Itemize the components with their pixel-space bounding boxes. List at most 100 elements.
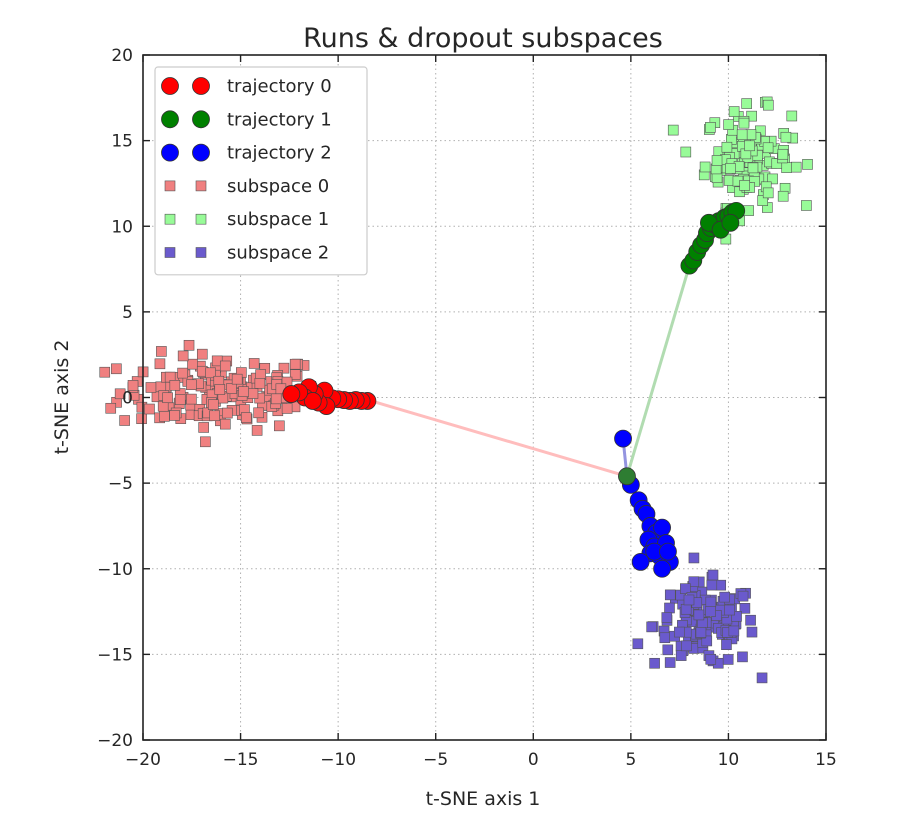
subspace-0-point <box>186 393 197 405</box>
subspace-0-point <box>119 415 130 426</box>
subspace-2-point <box>706 579 718 591</box>
legend-label: trajectory 0 <box>227 76 332 97</box>
trajectory-2-point <box>653 559 671 578</box>
trajectory-2-point <box>631 553 650 571</box>
subspace-2-point <box>739 603 751 614</box>
subspace-2-point <box>664 657 676 668</box>
subspace-0-point <box>169 410 180 421</box>
subspace-1-point <box>781 162 792 173</box>
subspace-points <box>99 96 813 684</box>
subspace-1-point <box>723 175 735 186</box>
trajectory-2-point <box>653 518 671 537</box>
subspace-0-point <box>111 363 122 375</box>
subspace-1-point <box>762 187 774 199</box>
subspace-2-point <box>721 639 732 650</box>
legend-marker <box>195 180 207 192</box>
subspace-2-point <box>705 596 717 608</box>
trajectory-0-point <box>282 385 301 403</box>
subspace-1-point <box>767 173 778 185</box>
subspace-0-point <box>177 367 188 379</box>
subspace-0-point <box>248 358 260 369</box>
subspace-1-point <box>728 106 740 117</box>
x-tick-label: 10 <box>718 750 740 770</box>
x-tick-label: −20 <box>125 750 161 770</box>
subspace-1-point <box>680 146 692 158</box>
subspace-0-point <box>196 348 208 360</box>
y-tick-label: 0 <box>122 389 133 409</box>
subspace-0-point <box>136 413 147 425</box>
subspace-0-point <box>220 418 231 430</box>
subspace-2-point <box>746 626 758 638</box>
axes: −20 −15 −10 −5 0 5 10 15 20 15 10 5 0 −5 −10 −15 −20 <box>97 46 837 770</box>
subspace-2-point <box>632 638 644 650</box>
subspace-1-point <box>762 99 774 111</box>
y-tick-label: 10 <box>111 217 133 237</box>
subspace-1-point <box>745 129 757 140</box>
subspace-0-point <box>114 388 126 400</box>
legend-marker <box>164 213 176 225</box>
subspace-2-point <box>664 589 676 601</box>
subspace-1-point <box>739 180 750 191</box>
subspace-1-point <box>721 141 733 153</box>
subspace-2-point <box>756 672 768 684</box>
subspace-0-point <box>183 339 195 351</box>
y-tick-label: −10 <box>97 560 133 580</box>
subspace-2-point <box>724 604 735 616</box>
subspace-2-point <box>705 606 716 617</box>
subspace-1-point <box>705 122 716 133</box>
subspace-0-point <box>198 422 209 433</box>
subspace-2-point <box>737 651 748 663</box>
y-tick-label: −5 <box>108 474 133 494</box>
subspace-0-point <box>289 358 301 370</box>
subspace-2-point <box>646 621 657 633</box>
subspace-0-point <box>253 407 264 419</box>
subspace-0-point <box>105 402 117 414</box>
subspace-0-point <box>200 436 211 448</box>
legend: trajectory 0 trajectory 1 trajectory 2 subs… <box>154 66 368 276</box>
subspace-2-point <box>680 603 692 615</box>
subspace-1-point <box>802 159 813 170</box>
subspace-2-point <box>688 576 700 587</box>
subspace-2-point <box>705 654 717 665</box>
legend-marker <box>192 77 210 95</box>
subspace-0-point <box>187 358 198 370</box>
trajectory-0-point <box>303 392 322 410</box>
y-tick-label: −20 <box>97 731 133 751</box>
subspace-0-point <box>205 367 216 379</box>
subspace-2-point <box>693 609 705 621</box>
legend-label: subspace 2 <box>227 243 329 264</box>
x-tick-label: 5 <box>625 750 636 770</box>
subspace-2-point <box>707 569 719 581</box>
trajectory-2-point <box>659 542 677 561</box>
subspace-1-point <box>801 200 812 211</box>
subspace-1-point <box>723 119 734 130</box>
legend-marker <box>192 110 210 129</box>
subspace-0-point <box>169 380 181 391</box>
subspace-1-point <box>786 110 798 122</box>
subspace-0-point <box>156 346 167 357</box>
subspace-1-point <box>790 161 802 173</box>
trajectory-1-point <box>721 213 740 232</box>
subspace-2-point <box>688 552 700 564</box>
subspace-2-point <box>731 611 742 622</box>
subspace-2-point <box>737 590 749 602</box>
legend-marker <box>192 143 210 162</box>
legend-label: subspace 0 <box>227 176 329 197</box>
legend-marker <box>161 143 179 162</box>
subspace-1-point <box>711 155 723 166</box>
x-tick-label: −5 <box>423 750 448 770</box>
subspace-1-point <box>699 161 711 173</box>
subspace-0-point <box>270 393 282 405</box>
start-point <box>618 467 636 486</box>
subspace-0-point <box>278 362 290 374</box>
subspace-0-point <box>281 403 293 414</box>
subspace-1-point <box>741 98 752 109</box>
subspace-1-point <box>736 129 748 141</box>
subspace-2-point <box>675 650 687 661</box>
x-axis-label: t-SNE axis 1 <box>426 788 541 810</box>
y-tick-label: 5 <box>122 303 133 323</box>
subspace-0-point <box>186 379 197 391</box>
subspace-1-point <box>711 172 723 184</box>
subspace-2-point <box>649 657 660 669</box>
